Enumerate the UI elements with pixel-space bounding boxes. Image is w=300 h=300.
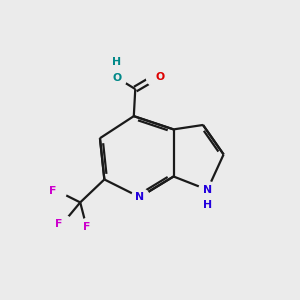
Text: H: H bbox=[203, 200, 212, 210]
Text: F: F bbox=[55, 219, 63, 229]
Text: F: F bbox=[83, 222, 90, 233]
Text: F: F bbox=[49, 186, 57, 196]
Text: N: N bbox=[135, 192, 144, 202]
Text: H: H bbox=[112, 57, 121, 67]
Text: O: O bbox=[112, 73, 122, 83]
Text: O: O bbox=[155, 72, 164, 82]
Text: N: N bbox=[203, 185, 212, 195]
